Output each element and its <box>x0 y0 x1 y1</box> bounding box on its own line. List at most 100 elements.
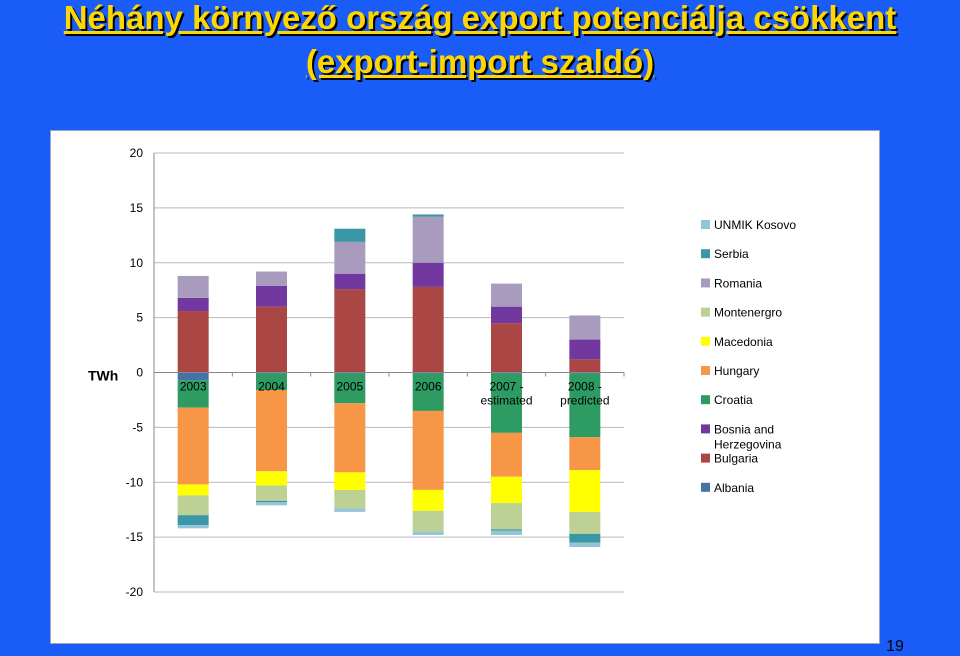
bar-segment-croatia <box>569 373 601 438</box>
y-tick-label: -20 <box>126 585 144 599</box>
bar-segment-romania <box>412 216 444 263</box>
bar-segment-macedonia <box>177 484 209 496</box>
bar-segment-bulgaria <box>569 359 601 373</box>
bar-segment-hungary <box>569 437 601 471</box>
legend-label: Serbia <box>714 247 749 261</box>
bar-segment-croatia <box>334 373 366 404</box>
legend-swatch <box>701 453 710 463</box>
bar-segment-serbia <box>177 515 209 526</box>
bar-segment-macedonia <box>334 472 366 490</box>
legend-label: Herzegovina <box>714 437 782 451</box>
legend-label: Macedonia <box>714 335 773 349</box>
bar-segment-albania <box>491 372 522 374</box>
y-tick-label: 15 <box>130 201 144 215</box>
bar-segment-bosnia-and-herzegovina <box>412 262 444 287</box>
legend-label: Bulgaria <box>714 452 758 466</box>
bar-segment-hungary <box>334 403 366 473</box>
legend-label: UNMIK Kosovo <box>714 218 796 232</box>
bar-segment-montenergro <box>177 495 209 516</box>
legend-label: Montenergro <box>714 306 782 320</box>
y-axis-label: TWh <box>88 368 118 384</box>
bar-segment-macedonia <box>256 471 287 486</box>
bar-segment-romania <box>569 315 601 340</box>
bar-segment-albania <box>334 372 366 374</box>
x-category-label: 2006 <box>415 380 442 394</box>
bar-segment-unmik-kosovo <box>334 508 366 512</box>
slide-title-line-2: (export-import szaldó) <box>305 43 655 80</box>
y-tick-label: 10 <box>130 256 144 270</box>
bar-segment-serbia <box>569 533 601 543</box>
legend-swatch <box>701 307 710 317</box>
legend-swatch <box>701 482 710 492</box>
bar-segment-bosnia-and-herzegovina <box>256 285 287 307</box>
bar-segment-albania <box>412 372 444 374</box>
bar-segment-bulgaria <box>412 286 444 373</box>
bar-segment-unmik-kosovo <box>177 525 209 529</box>
legend-swatch <box>701 366 710 375</box>
x-category-label: estimated <box>480 394 532 408</box>
chart-panel: 20 15 10 5 0 -5 -10 -15 -20 TWh 2003 2004 2005 2006 20… <box>50 130 880 644</box>
bar-segment-unmik-kosovo <box>491 530 522 535</box>
bar-segment-hungary <box>412 410 444 490</box>
bar-segment-serbia <box>412 214 444 217</box>
bar-segment-romania <box>491 283 522 307</box>
bar-segment-hungary <box>256 390 287 472</box>
legend-label: Croatia <box>714 393 753 407</box>
y-tick-label: 20 <box>130 146 144 160</box>
bar-segment-montenergro <box>334 489 366 509</box>
bar-segment-bosnia-and-herzegovina <box>491 306 522 324</box>
legend-label: Albania <box>714 481 754 495</box>
bar-segment-macedonia <box>569 470 601 512</box>
legend-label: Hungary <box>714 364 759 378</box>
y-tick-label: -10 <box>126 475 144 489</box>
legend-label: Bosnia and <box>714 422 774 436</box>
legend-swatch <box>701 249 710 259</box>
bar-segment-albania <box>569 372 601 374</box>
bar-segment-montenergro <box>412 510 444 532</box>
bar-segment-bulgaria <box>334 289 366 373</box>
y-tick-label: 0 <box>136 366 143 380</box>
x-category-label: 2005 <box>336 380 363 394</box>
y-tick-label: 5 <box>136 311 143 325</box>
bar-segment-romania <box>334 241 366 274</box>
x-category-label: 2008 - <box>568 380 602 394</box>
bar-segment-albania <box>177 372 209 381</box>
chart-svg: 20 15 10 5 0 -5 -10 -15 -20 TWh 2003 2004 2005 2006 20… <box>88 146 796 599</box>
bar-segment-macedonia <box>412 489 444 511</box>
legend-label: Romania <box>714 276 762 290</box>
legend-swatch <box>701 278 710 288</box>
slide-title-line-1: Néhány környező ország export potenciálj… <box>63 0 897 36</box>
bar-segment-bulgaria <box>491 323 522 373</box>
bar-segment-croatia <box>491 373 522 433</box>
bar-segment-bosnia-and-herzegovina <box>569 339 601 360</box>
bar-segment-unmik-kosovo <box>256 502 287 506</box>
x-category-label: 2004 <box>258 380 285 394</box>
bar-segment-croatia <box>412 373 444 411</box>
bar-segment-serbia <box>256 500 287 503</box>
bar-segment-bosnia-and-herzegovina <box>334 273 366 290</box>
bar-segment-montenergro <box>491 503 522 530</box>
bar-segment-romania <box>256 271 287 286</box>
legend-swatch <box>701 395 710 405</box>
bar-segment-bosnia-and-herzegovina <box>177 297 209 312</box>
bar-segment-serbia <box>334 228 366 242</box>
x-category-label: 2003 <box>180 380 207 394</box>
bar-segment-unmik-kosovo <box>412 531 444 535</box>
bar-segment-bulgaria <box>177 311 209 373</box>
bar-segment-croatia <box>256 373 287 391</box>
bar-segment-unmik-kosovo <box>569 542 601 548</box>
bar-segment-albania <box>256 372 287 374</box>
bar-segment-croatia <box>177 380 209 408</box>
y-tick-label: -5 <box>132 420 143 434</box>
bar-segment-hungary <box>177 407 209 485</box>
legend-swatch <box>701 336 710 346</box>
y-tick-label: -15 <box>126 530 144 544</box>
bar-segment-macedonia <box>491 476 522 504</box>
legend-swatch <box>701 424 710 434</box>
legend-swatch <box>701 220 710 229</box>
bar-segment-montenergro <box>569 511 601 534</box>
bar-segment-hungary <box>491 432 522 477</box>
bar-segment-bulgaria <box>256 306 287 373</box>
bar-segment-romania <box>177 275 209 298</box>
bar-segment-montenergro <box>256 485 287 501</box>
